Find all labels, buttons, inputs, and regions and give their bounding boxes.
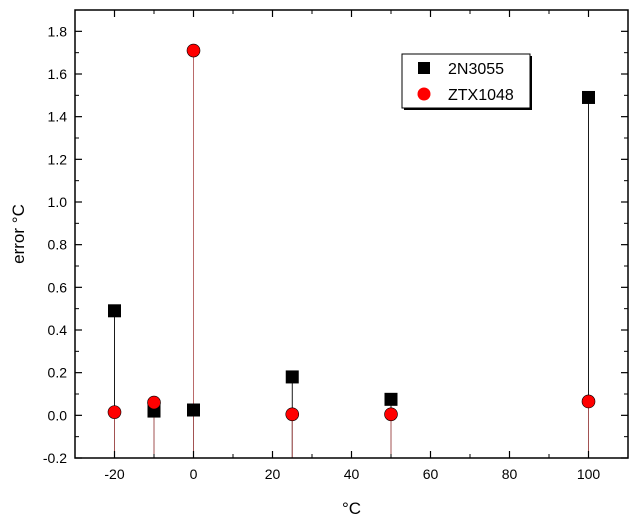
data-point-ztx1048 [147,395,161,410]
x-tick-label: 60 [423,466,439,482]
data-point-2n3055 [384,392,398,406]
ticks: -20 0 20 40 60 80 100 -0.2 0.0 0.2 0.4 0.6 0.8 1.0 1.2… [43,10,629,482]
x-tick-label: 40 [344,466,360,482]
legend: 2N3055 ZTX1048 [401,53,532,110]
legend-marker-2n3055 [418,62,430,74]
x-tick-label: 100 [577,466,601,482]
y-axis-label: error °C [9,204,28,264]
y-tick-label: 1.4 [48,109,68,125]
y-tick-label: 0.2 [48,365,68,381]
y-tick-label: 0.8 [48,237,68,253]
y-tick-label: 0.0 [48,407,68,423]
x-tick-label: 80 [502,466,518,482]
y-tick-label: 0.6 [48,279,68,295]
y-tick-label: 1.6 [48,66,68,82]
legend-label: 2N3055 [448,61,504,78]
y-tick-label: 1.8 [48,23,68,39]
data-point-ztx1048 [107,405,122,419]
y-tick-label: -0.2 [43,450,67,466]
y-tick-label: 1.0 [48,194,68,210]
data-point-2n3055 [108,304,121,318]
data-point-2n3055 [285,370,299,384]
y-tick-label: 1.2 [48,151,68,167]
data-point-2n3055 [187,403,200,417]
y-tick-label: 0.4 [48,322,68,338]
data-point-ztx1048 [186,43,201,58]
legend-marker-ztx1048 [417,87,431,101]
x-axis-label: °C [342,499,361,518]
data-markers [107,43,596,422]
x-tick-label: 0 [190,466,198,482]
data-point-2n3055 [582,90,595,104]
x-tick-label: 20 [265,466,281,482]
data-point-ztx1048 [581,394,596,409]
data-point-ztx1048 [285,407,300,422]
legend-label: ZTX1048 [448,87,514,104]
data-point-ztx1048 [384,407,398,422]
x-tick-label: -20 [104,466,124,482]
